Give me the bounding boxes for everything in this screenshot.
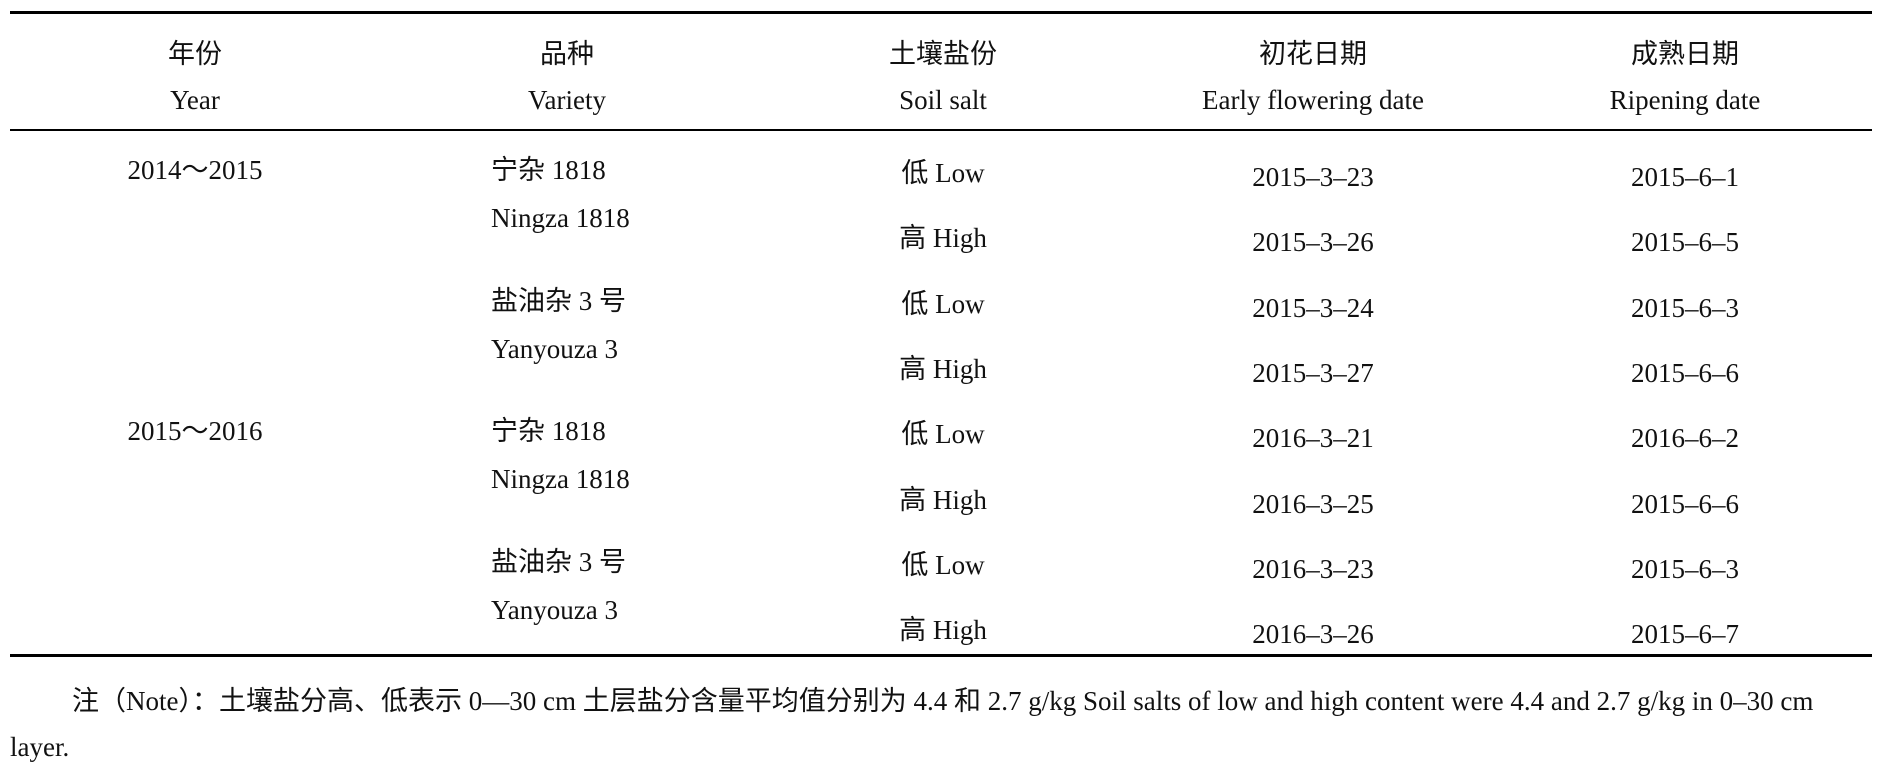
header-en: Year — [170, 85, 220, 115]
variety-zh: 宁杂 1818 — [491, 155, 606, 185]
soil-salt: 高 High — [899, 223, 987, 254]
variety-en: Yanyouza 3 — [491, 333, 618, 364]
header-rule — [10, 129, 1872, 131]
variety-zh: 盐油杂 3 号 — [491, 546, 626, 577]
soil-salt: 高 High — [899, 484, 987, 515]
soil-salt: 低 Low — [901, 288, 985, 319]
bottom-rule — [10, 654, 1872, 657]
variety-zh: 宁杂 1818 — [491, 416, 606, 447]
soil-salt: 高 High — [899, 615, 987, 646]
ripening-date: 2015–6–3 — [1631, 292, 1739, 323]
ripening-date: 2015–6–6 — [1631, 488, 1739, 519]
variety-en: Yanyouza 3 — [491, 594, 618, 625]
flowering-date: 2016–3–26 — [1252, 619, 1374, 650]
flowering-date: 2015–3–23 — [1252, 162, 1374, 192]
year: 2014～2015 — [127, 155, 263, 185]
header-en: Soil salt — [899, 85, 987, 115]
top-rule — [10, 11, 1872, 14]
flowering-date: 2016–3–21 — [1252, 423, 1374, 454]
ripening-date: 2015–6–5 — [1631, 227, 1739, 258]
table-note: 注（Note）：土壤盐分高、低表示 0—30 cm 土层盐分含量平均值分别为 4… — [10, 686, 1814, 762]
header-en: Early flowering date — [1202, 85, 1424, 115]
header-en: Ripening date — [1609, 85, 1761, 115]
flowering-date: 2016–3–23 — [1252, 553, 1374, 584]
variety-en: Ningza 1818 — [491, 203, 630, 233]
ripening-date: 2015–6–7 — [1631, 619, 1739, 650]
flowering-date: 2016–3–25 — [1252, 488, 1374, 519]
flowering-date: 2015–3–24 — [1252, 292, 1374, 323]
header-en: Variety — [528, 85, 606, 115]
header-zh: 土壤盐份 — [889, 39, 997, 69]
ripening-date: 2015–6–1 — [1631, 162, 1739, 192]
variety-zh: 盐油杂 3 号 — [491, 285, 626, 316]
flowering-date: 2015–3–27 — [1252, 357, 1374, 388]
soil-salt: 低 Low — [901, 419, 985, 450]
soil-salt: 低 Low — [901, 158, 985, 188]
ripening-date: 2015–6–3 — [1631, 553, 1739, 584]
flowering-date: 2015–3–26 — [1252, 227, 1374, 258]
soil-salt: 高 High — [899, 353, 987, 384]
header-zh: 初花日期 — [1259, 39, 1367, 69]
header-zh: 年份 — [168, 39, 222, 69]
year: 2015～2016 — [127, 416, 263, 447]
ripening-date: 2015–6–6 — [1631, 357, 1739, 388]
variety-en: Ningza 1818 — [491, 464, 630, 495]
header-zh: 成熟日期 — [1631, 39, 1739, 69]
ripening-date: 2016–6–2 — [1631, 423, 1739, 454]
header-zh: 品种 — [540, 39, 594, 69]
soil-salt: 低 Low — [901, 549, 985, 580]
